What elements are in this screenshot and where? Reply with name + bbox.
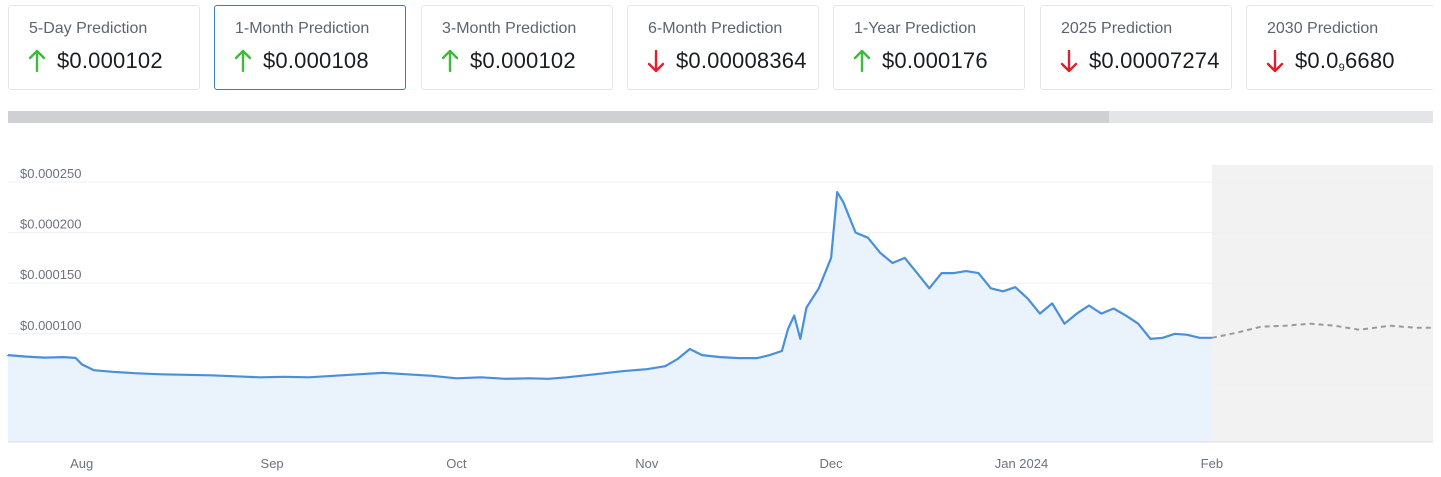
prediction-card[interactable]: 3-Month Prediction $0.000102 [421, 5, 613, 90]
arrow-up-icon [853, 49, 871, 73]
prediction-label: 1-Year Prediction [854, 20, 977, 37]
prediction-card[interactable]: 2030 Prediction $0.096680 [1246, 5, 1433, 90]
prediction-price: $0.000102 [57, 48, 163, 73]
arrow-down-icon [1266, 49, 1284, 73]
prediction-price: $0.000102 [470, 48, 576, 73]
arrow-down-icon [1060, 49, 1078, 73]
prediction-price: $0.00008364 [676, 48, 807, 73]
y-tick-label: $0.000150 [20, 267, 81, 282]
prediction-card[interactable]: 1-Month Prediction $0.000108 [214, 5, 406, 90]
prediction-label: 2025 Prediction [1061, 20, 1173, 37]
prediction-price: $0.000176 [882, 48, 988, 73]
arrow-up-icon [28, 49, 46, 73]
price-chart: $0.00$0.00005000$0.000100$0.000150$0.000… [6, 165, 1433, 471]
arrow-up-icon [234, 49, 252, 73]
prediction-label: 1-Month Prediction [235, 20, 370, 37]
forecast-region [1211, 165, 1433, 442]
y-tick-label: $0.000250 [20, 166, 81, 181]
prediction-price: $0.000108 [263, 48, 369, 73]
x-tick-label: Oct [446, 456, 467, 471]
x-tick-label: Feb [1201, 456, 1223, 471]
prediction-price: $0.00007274 [1089, 48, 1220, 73]
horizontal-scrollbar[interactable] [8, 111, 1433, 123]
prediction-card[interactable]: 5-Day Prediction $0.000102 [8, 5, 200, 90]
x-tick-label: Dec [819, 456, 843, 471]
prediction-label: 5-Day Prediction [29, 20, 148, 37]
prediction-cards: 5-Day Prediction $0.000102 1-Month Predict… [8, 5, 1433, 93]
prediction-label: 6-Month Prediction [648, 20, 783, 37]
forecast-line [1211, 322, 1433, 339]
prediction-card[interactable]: 1-Year Prediction $0.000176 [833, 5, 1025, 90]
prediction-label: 2030 Prediction [1267, 20, 1379, 37]
scrollbar-thumb[interactable] [8, 111, 1109, 123]
prediction-card[interactable]: 2025 Prediction $0.00007274 [1040, 5, 1232, 90]
prediction-price: $0.096680 [1295, 48, 1395, 74]
y-tick-label: $0.000200 [20, 217, 81, 232]
x-tick-label: Aug [70, 456, 93, 471]
x-tick-label: Jan 2024 [995, 456, 1049, 471]
y-tick-label: $0.000100 [20, 318, 81, 333]
x-tick-label: Sep [261, 456, 284, 471]
arrow-down-icon [647, 49, 665, 73]
prediction-label: 3-Month Prediction [442, 20, 577, 37]
prediction-card[interactable]: 6-Month Prediction $0.00008364 [627, 5, 819, 90]
price-area [8, 192, 1212, 442]
price-line [6, 191, 1212, 380]
arrow-up-icon [441, 49, 459, 73]
x-tick-label: Nov [635, 456, 659, 471]
